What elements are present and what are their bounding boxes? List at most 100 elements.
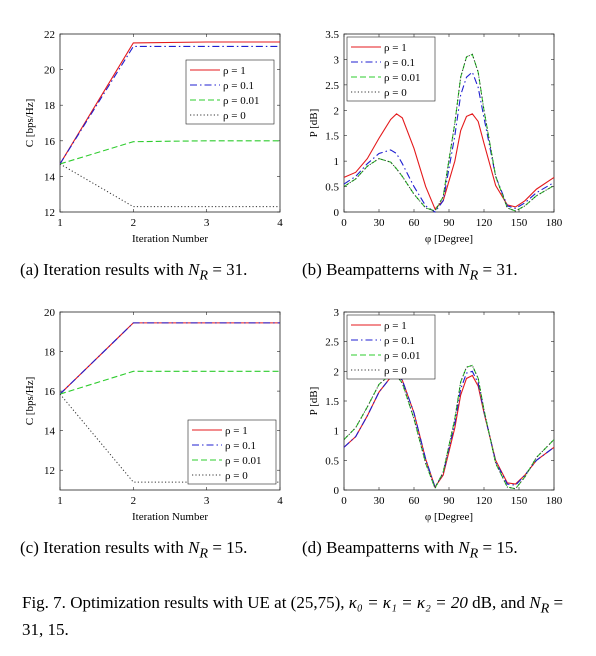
legend-box bbox=[346, 36, 436, 102]
x-tick-label: 3 bbox=[204, 495, 210, 507]
series-line-0 bbox=[59, 41, 280, 165]
y-tick-label: 20 bbox=[44, 65, 56, 77]
x-tick-label: 120 bbox=[476, 495, 493, 507]
legend: ρ = 1 ρ = 0.1 ρ = 0.01 ρ = 0 bbox=[185, 59, 275, 125]
legend: ρ = 1 ρ = 0.1 ρ = 0.01 ρ = 0 bbox=[346, 36, 436, 102]
x-tick-label: 90 bbox=[444, 495, 456, 507]
y-tick-label: 3 bbox=[334, 54, 340, 66]
legend: ρ = 1 ρ = 0.1 ρ = 0.01 ρ = 0 bbox=[187, 419, 277, 485]
legend-entry: ρ = 0 bbox=[225, 470, 248, 482]
series-line-1 bbox=[343, 71, 555, 213]
legend-entry: ρ = 0 bbox=[384, 365, 407, 377]
y-tick-label: 1.5 bbox=[325, 396, 339, 408]
series-line-3 bbox=[343, 364, 555, 490]
y-axis-label: C [bps/Hz] bbox=[24, 99, 36, 148]
x-axis-label: Iteration Number bbox=[132, 233, 208, 245]
legend-entry: ρ = 1 bbox=[225, 425, 248, 437]
legend-entry: ρ = 0.01 bbox=[384, 350, 420, 362]
y-tick-label: 16 bbox=[44, 136, 56, 148]
x-tick-label: 30 bbox=[374, 495, 386, 507]
legend-entry: ρ = 0 bbox=[384, 87, 407, 99]
legend-entry: ρ = 0.01 bbox=[225, 455, 261, 467]
series-line-0 bbox=[59, 322, 280, 395]
caption-d: (d) Beampatterns with NR = 15. bbox=[302, 538, 518, 562]
x-tick-label: 30 bbox=[374, 217, 386, 229]
series-line-2 bbox=[59, 370, 280, 395]
x-tick-label: 180 bbox=[546, 217, 563, 229]
y-axis-label: P [dB] bbox=[308, 387, 320, 416]
legend-entry: ρ = 1 bbox=[384, 42, 407, 54]
y-tick-label: 3 bbox=[334, 307, 340, 319]
x-tick-label: 60 bbox=[409, 495, 421, 507]
x-tick-label: 4 bbox=[277, 217, 283, 229]
x-tick-label: 1 bbox=[57, 495, 63, 507]
y-tick-label: 0.5 bbox=[325, 455, 339, 467]
legend-entry: ρ = 0.01 bbox=[223, 95, 259, 107]
y-tick-label: 3.5 bbox=[325, 29, 339, 41]
series-line-3 bbox=[59, 163, 280, 208]
legend-entry: ρ = 1 bbox=[384, 320, 407, 332]
x-tick-label: 180 bbox=[546, 495, 563, 507]
caption-b: (b) Beampatterns with NR = 31. bbox=[302, 260, 518, 284]
chart-d-beampattern-nr15: 0 30 60 90 120 150 180 0 0.5 1 1.5 2 2.5 3 φ [Degree] P… bbox=[308, 307, 563, 523]
legend-entry: ρ = 0.1 bbox=[223, 80, 254, 92]
y-axis-label: C [bps/Hz] bbox=[24, 377, 36, 426]
x-tick-label: 90 bbox=[444, 217, 456, 229]
y-tick-label: 12 bbox=[44, 207, 55, 219]
x-tick-label: 4 bbox=[277, 495, 283, 507]
x-axis-label: Iteration Number bbox=[132, 511, 208, 523]
y-tick-label: 18 bbox=[44, 100, 56, 112]
y-tick-label: 0.5 bbox=[325, 182, 339, 194]
figure-label: Fig. 7. bbox=[22, 593, 66, 612]
chart-b-beampattern-nr31: 0 30 60 90 120 150 180 0 0.5 1 1.5 2 2.5 3 3.5 φ [Degre… bbox=[308, 29, 563, 245]
y-tick-label: 14 bbox=[44, 171, 56, 183]
y-tick-label: 2.5 bbox=[325, 80, 339, 92]
y-tick-label: 12 bbox=[44, 465, 55, 477]
legend-entry: ρ = 0.1 bbox=[384, 335, 415, 347]
series-line-2 bbox=[59, 140, 280, 165]
series-line-1 bbox=[343, 370, 555, 489]
y-tick-label: 1 bbox=[334, 156, 340, 168]
x-tick-label: 120 bbox=[476, 217, 493, 229]
x-tick-label: 1 bbox=[57, 217, 63, 229]
y-tick-label: 16 bbox=[44, 386, 56, 398]
legend-entry: ρ = 1 bbox=[223, 65, 246, 77]
caption-a: (a) Iteration results with NR = 31. bbox=[20, 260, 248, 284]
y-tick-label: 1.5 bbox=[325, 131, 339, 143]
legend-entry: ρ = 0.01 bbox=[384, 72, 420, 84]
caption-c: (c) Iteration results with NR = 15. bbox=[20, 538, 248, 562]
x-tick-label: 2 bbox=[131, 495, 137, 507]
legend-box bbox=[346, 314, 436, 380]
x-tick-label: 0 bbox=[341, 495, 347, 507]
y-tick-label: 2.5 bbox=[325, 337, 339, 349]
x-axis-label: φ [Degree] bbox=[425, 511, 473, 523]
legend: ρ = 1 ρ = 0.1 ρ = 0.01 ρ = 0 bbox=[346, 314, 436, 380]
y-tick-label: 18 bbox=[44, 347, 56, 359]
y-tick-label: 2 bbox=[334, 105, 340, 117]
kappa-expression: κ₀ = κ₁ = κ₂ = 20 bbox=[348, 593, 468, 612]
y-tick-label: 22 bbox=[44, 29, 55, 41]
x-tick-label: 150 bbox=[511, 495, 528, 507]
legend-box bbox=[185, 59, 275, 125]
series-line-2 bbox=[343, 53, 555, 212]
y-tick-label: 1 bbox=[334, 426, 340, 438]
legend-entry: ρ = 0.1 bbox=[225, 440, 256, 452]
x-tick-label: 2 bbox=[131, 217, 137, 229]
legend-box bbox=[187, 419, 277, 485]
x-axis-label: φ [Degree] bbox=[425, 233, 473, 245]
y-tick-label: 20 bbox=[44, 307, 56, 319]
y-axis-label: P [dB] bbox=[308, 109, 320, 138]
legend-entry: ρ = 0 bbox=[223, 110, 246, 122]
x-tick-label: 60 bbox=[409, 217, 421, 229]
y-tick-label: 2 bbox=[334, 366, 340, 378]
y-tick-label: 0 bbox=[334, 485, 340, 497]
series-line-1 bbox=[59, 45, 280, 165]
x-tick-label: 150 bbox=[511, 217, 528, 229]
series-line-0 bbox=[343, 113, 555, 210]
x-tick-label: 0 bbox=[341, 217, 347, 229]
x-tick-label: 3 bbox=[204, 217, 210, 229]
figure-caption: Fig. 7. Optimization results with UE at … bbox=[22, 593, 564, 640]
legend-entry: ρ = 0.1 bbox=[384, 57, 415, 69]
